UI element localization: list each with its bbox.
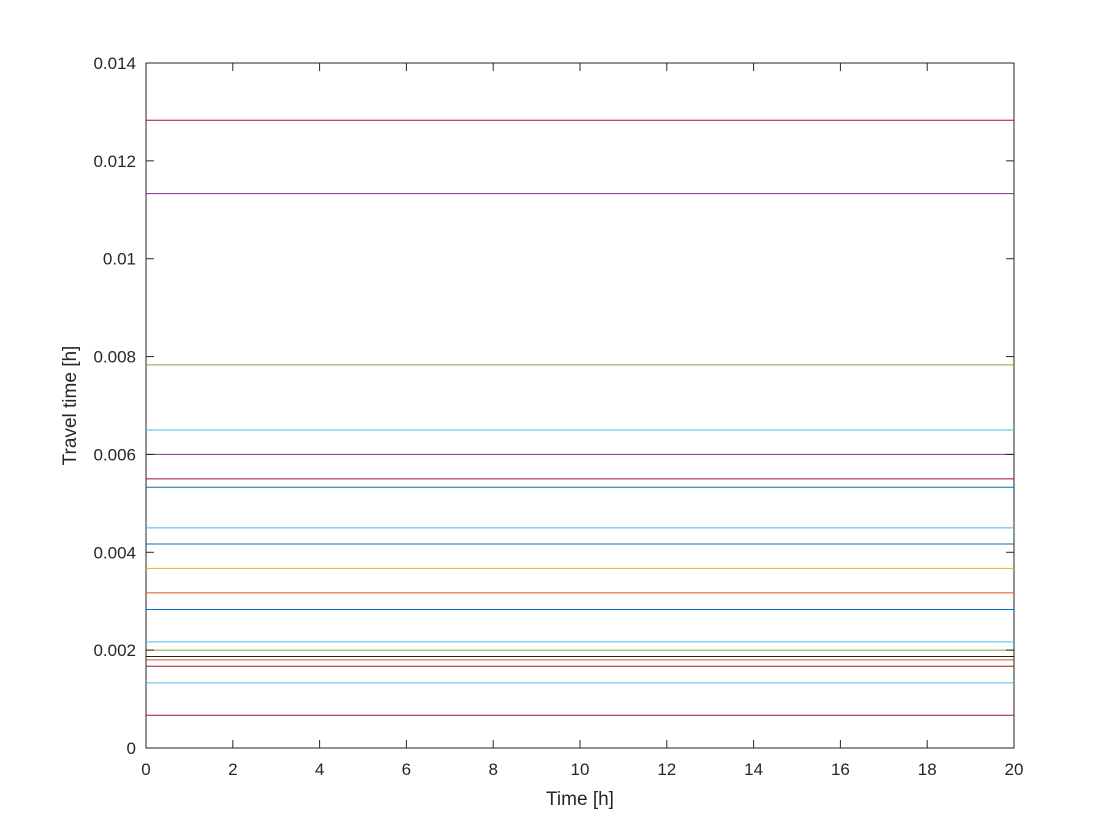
x-tick-label-2: 4	[315, 760, 324, 779]
y-tick-label-5: 0.01	[103, 250, 136, 269]
y-axis-label: Travel time [h]	[60, 346, 81, 466]
y-tick-label-4: 0.008	[93, 348, 136, 367]
x-tick-label-4: 8	[488, 760, 497, 779]
x-tick-label-8: 16	[831, 760, 850, 779]
x-tick-label-0: 0	[141, 760, 150, 779]
y-tick-label-6: 0.012	[93, 152, 136, 171]
y-tick-label-7: 0.014	[93, 54, 136, 73]
x-tick-label-7: 14	[744, 760, 763, 779]
x-axis-label: Time [h]	[546, 789, 614, 810]
y-tick-label-3: 0.006	[93, 445, 136, 464]
x-tick-label-10: 20	[1005, 760, 1024, 779]
y-tick-label-2: 0.004	[93, 543, 136, 562]
x-tick-label-6: 12	[657, 760, 676, 779]
x-tick-label-3: 6	[402, 760, 411, 779]
x-tick-label-9: 18	[918, 760, 937, 779]
x-tick-label-5: 10	[571, 760, 590, 779]
x-tick-label-1: 2	[228, 760, 237, 779]
y-tick-label-0: 0	[127, 739, 136, 758]
y-tick-label-1: 0.002	[93, 641, 136, 660]
series-layer	[146, 119, 1014, 716]
tick-layer: 0 2 4 6 8 10 12 14 16 18 20 0 0.002 0.004 0.006 0.008 0.…	[93, 54, 1023, 779]
plot-area: 0 2 4 6 8 10 12 14 16 18 20 0 0.002 0.004 0.006 0.008 0.…	[93, 54, 1023, 779]
axes-box	[145, 62, 1015, 749]
